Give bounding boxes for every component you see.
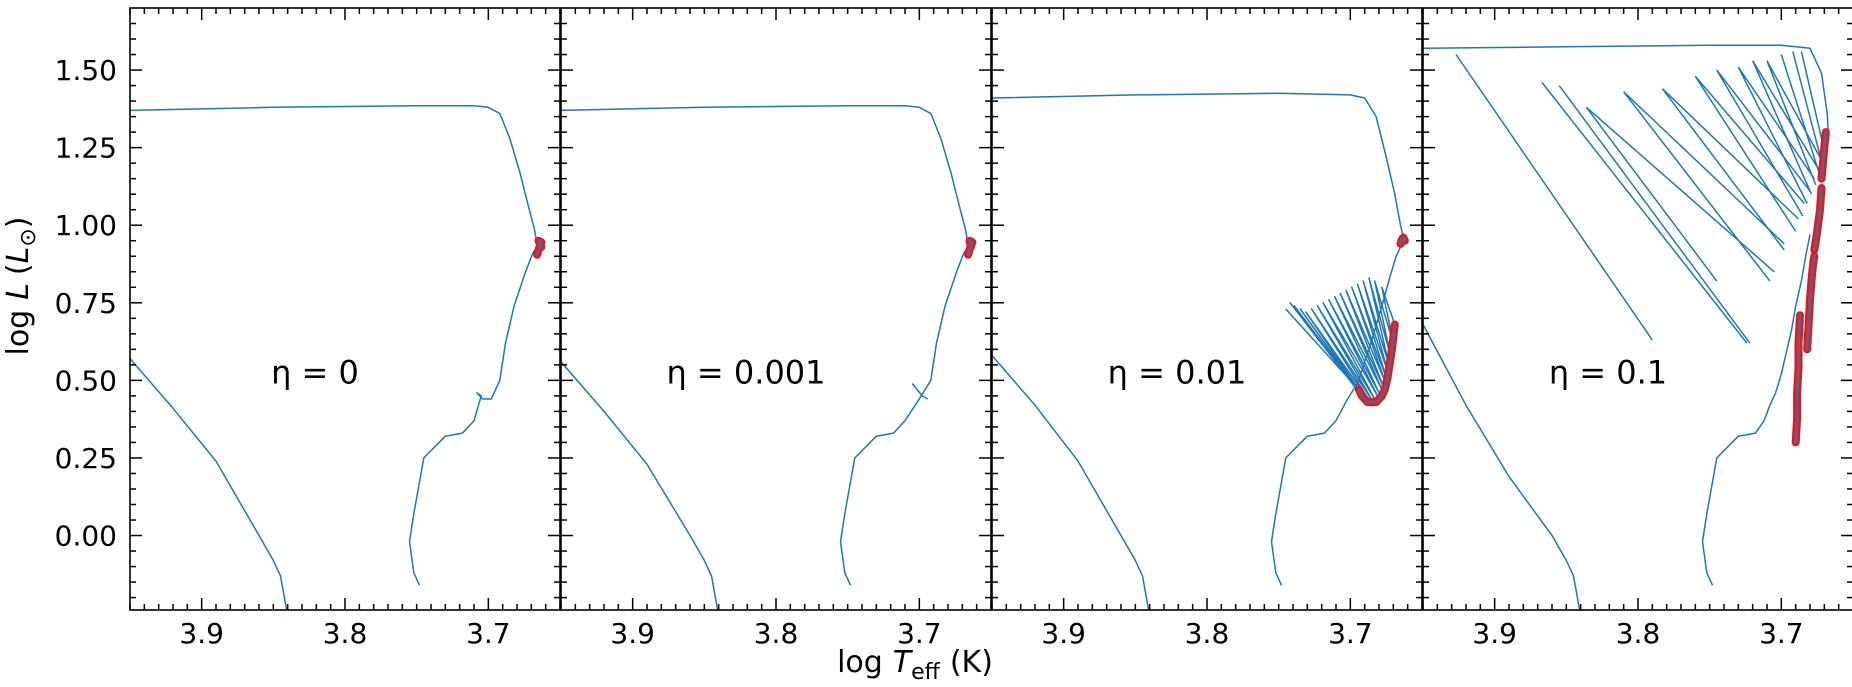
panel-3: 3.9 3.8 3.7 η = 0.01 <box>991 7 1423 650</box>
y-tick-labels: 0.00 0.25 0.50 0.75 1.00 1.25 1.50 <box>55 54 117 552</box>
x-tick-label: 3.8 <box>754 617 799 650</box>
y-tick-label: 1.00 <box>55 209 117 242</box>
evolution-track <box>1623 91 1771 282</box>
evolution-track <box>1661 88 1800 220</box>
evolution-track <box>1694 75 1797 232</box>
highlight-core <box>1812 186 1824 252</box>
ticks <box>560 8 992 610</box>
plot-area <box>130 104 546 610</box>
evolution-track <box>561 361 719 610</box>
x-tick-label: 3.8 <box>323 617 368 650</box>
evolution-track <box>1737 66 1808 204</box>
evolution-track <box>1585 106 1775 273</box>
evolution-track <box>408 240 542 586</box>
evolution-track <box>1766 60 1823 161</box>
x-tick-label: 3.9 <box>179 617 224 650</box>
evolution-track <box>1752 60 1813 195</box>
highlight-core <box>1805 254 1817 352</box>
evolution-track <box>561 104 969 244</box>
evolution-track <box>1716 69 1804 217</box>
plot-area <box>561 104 977 610</box>
x-tick-label: 3.7 <box>466 617 511 650</box>
x-tick-label: 3.9 <box>1041 617 1086 650</box>
evolution-track <box>1270 237 1405 586</box>
panel-1: 3.9 3.8 3.7 η = 0 <box>129 7 561 650</box>
x-tick-label: 3.9 <box>1472 617 1517 650</box>
x-tick-label: 3.7 <box>1759 617 1804 650</box>
evolution-track <box>992 355 1150 610</box>
x-tick-label: 3.9 <box>610 617 655 650</box>
y-tick-label: 1.50 <box>55 54 117 87</box>
x-tick-label: 3.7 <box>1328 617 1373 650</box>
axes-frame <box>991 7 1423 611</box>
axes-frame <box>560 7 992 611</box>
highlight-core <box>1398 235 1407 246</box>
y-tick-label: 0.00 <box>55 520 117 553</box>
y-tick-label: 1.25 <box>55 132 117 165</box>
eta-annotation: η = 0.01 <box>1108 353 1247 391</box>
y-tick-label: 0.25 <box>55 442 117 475</box>
evolution-track <box>1585 106 1718 282</box>
evolution-track <box>1716 69 1811 192</box>
evolution-track <box>1661 88 1785 251</box>
evolution-track <box>1285 277 1396 403</box>
evolution-track <box>1792 51 1824 167</box>
evolution-track <box>1780 54 1821 176</box>
panel-2: 3.9 3.8 3.7 η = 0.001 <box>560 7 992 650</box>
highlight-core <box>1793 313 1802 445</box>
highlight-core <box>1819 130 1828 181</box>
evolution-track <box>1701 234 1811 586</box>
evolution-track <box>1423 44 1830 139</box>
evolution-track <box>839 240 972 586</box>
eta-annotation: η = 0.001 <box>666 353 825 391</box>
y-tick-label: 0.50 <box>55 364 117 397</box>
evolution-track <box>1455 54 1653 341</box>
eta-annotation: η = 0.1 <box>1549 353 1667 391</box>
x-axis-label: log Teff (K) <box>837 645 993 685</box>
eta-annotation: η = 0 <box>271 353 359 391</box>
x-tick-label: 3.7 <box>897 617 942 650</box>
evolution-track <box>911 383 929 400</box>
y-axis-label: logL(L⊙) <box>1 216 41 355</box>
axes-frame <box>1422 7 1852 611</box>
highlight-core <box>535 238 544 257</box>
evolution-track <box>1766 60 1817 186</box>
ticks <box>129 8 561 610</box>
evolution-track <box>130 358 288 610</box>
evolution-track <box>130 104 538 244</box>
plot-area <box>1423 44 1830 610</box>
evolution-track <box>1423 324 1581 610</box>
axes-frame <box>129 7 561 611</box>
panel-4: 3.9 3.8 3.7 η = 0.1 <box>1422 7 1852 650</box>
plot-area <box>992 92 1409 610</box>
x-tick-label: 3.8 <box>1185 617 1230 650</box>
evolution-track <box>1558 85 1751 344</box>
evolution-track <box>1752 60 1820 170</box>
ticks <box>991 8 1423 610</box>
evolution-track <box>1694 75 1805 204</box>
evolution-track <box>992 92 1405 238</box>
x-tick-label: 3.8 <box>1616 617 1661 650</box>
y-tick-label: 0.75 <box>55 287 117 320</box>
ticks <box>1422 8 1852 610</box>
highlight-core <box>1357 322 1397 404</box>
highlight-core <box>966 238 975 257</box>
evolution-track <box>1541 82 1748 344</box>
evolution-track <box>1623 91 1785 245</box>
evolution-track <box>1737 66 1815 180</box>
